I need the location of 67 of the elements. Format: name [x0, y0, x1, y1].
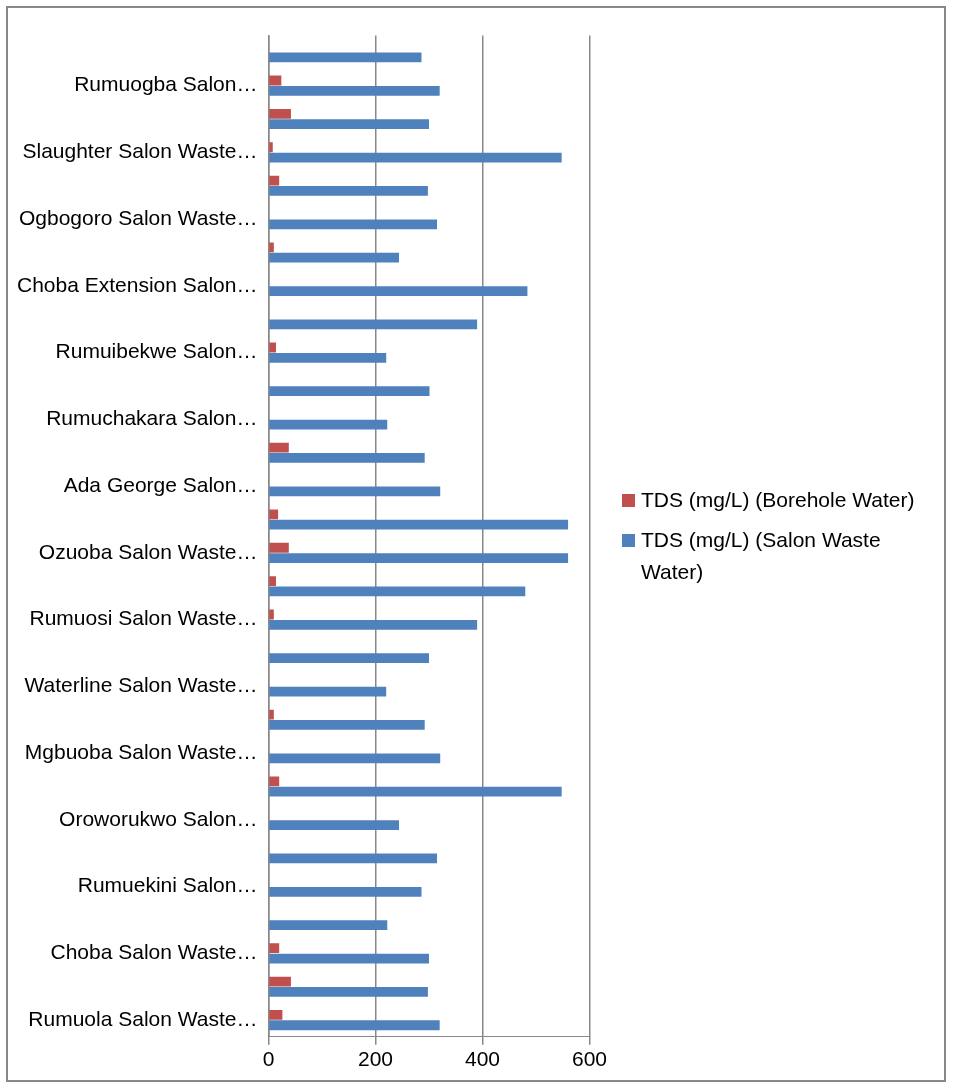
bar [269, 619, 478, 630]
bar [269, 576, 276, 586]
bar [269, 653, 429, 664]
bar [269, 920, 388, 931]
bar [269, 486, 441, 497]
y-tick-label: Rumuekini Salon… [77, 873, 258, 897]
bar [269, 342, 276, 353]
y-tick-label: Waterline Salon Waste… [24, 673, 258, 697]
bar [269, 519, 569, 530]
y-tick-label: Ozuoba Salon Waste… [38, 539, 258, 563]
x-tick-label: 200 [357, 1047, 394, 1071]
bar [269, 987, 428, 997]
bar [269, 419, 388, 430]
y-tick-label: Rumuogba Salon… [74, 72, 258, 96]
y-tick-label: Slaughter Salon Waste… [22, 139, 258, 163]
bar [269, 286, 528, 296]
bar [269, 553, 569, 563]
bar [269, 786, 562, 797]
y-tick-label: Rumuibekwe Salon… [55, 339, 258, 363]
bar [269, 242, 274, 253]
bar [269, 953, 429, 964]
bar [269, 1010, 283, 1020]
bar [269, 753, 441, 764]
bar [269, 186, 428, 196]
bar [269, 586, 526, 597]
bar [269, 976, 291, 987]
y-tick-label: Choba Salon Waste… [50, 940, 258, 964]
bar [269, 319, 478, 330]
bar [269, 175, 280, 186]
bar [269, 85, 440, 96]
x-tick-label: 600 [571, 1047, 607, 1071]
bar [269, 119, 429, 130]
legend-label: TDS (mg/L) (Borehole Water) [641, 487, 915, 513]
bar [269, 709, 274, 720]
y-tick-label: Choba Extension Salon… [16, 272, 258, 296]
bar [269, 453, 425, 463]
bar [269, 152, 562, 163]
y-tick-label: Oroworukwo Salon… [59, 806, 258, 830]
bar [269, 542, 289, 553]
bar [269, 1020, 440, 1031]
bar [269, 776, 280, 787]
bar [269, 886, 422, 897]
bar [269, 386, 430, 397]
bar [269, 219, 438, 230]
y-tick-label: Rumuola Salon Waste… [28, 1006, 258, 1030]
bar [269, 142, 273, 153]
bar [269, 75, 282, 86]
y-tick-label: Ogbogoro Salon Waste… [18, 205, 258, 229]
bar [269, 252, 400, 263]
bar [269, 943, 280, 954]
bar [269, 820, 400, 830]
y-tick-label: Rumuchakara Salon… [46, 406, 258, 430]
x-tick-label: 0 [262, 1047, 275, 1071]
y-tick-label: Rumuosi Salon Waste… [29, 606, 258, 630]
bar [269, 609, 274, 620]
y-tick-label: Ada George Salon… [63, 472, 258, 496]
y-tick-label: Mgbuoba Salon Waste… [24, 739, 258, 763]
bar [269, 720, 425, 730]
bar [269, 442, 289, 453]
bar [269, 686, 387, 697]
bar [269, 108, 291, 119]
bar [269, 509, 279, 520]
bar [269, 52, 422, 63]
bar [269, 352, 387, 363]
x-tick-label: 400 [464, 1047, 501, 1071]
legend-label: TDS (mg/L) (Salon Waste Water) [641, 527, 882, 585]
bar [269, 853, 438, 864]
